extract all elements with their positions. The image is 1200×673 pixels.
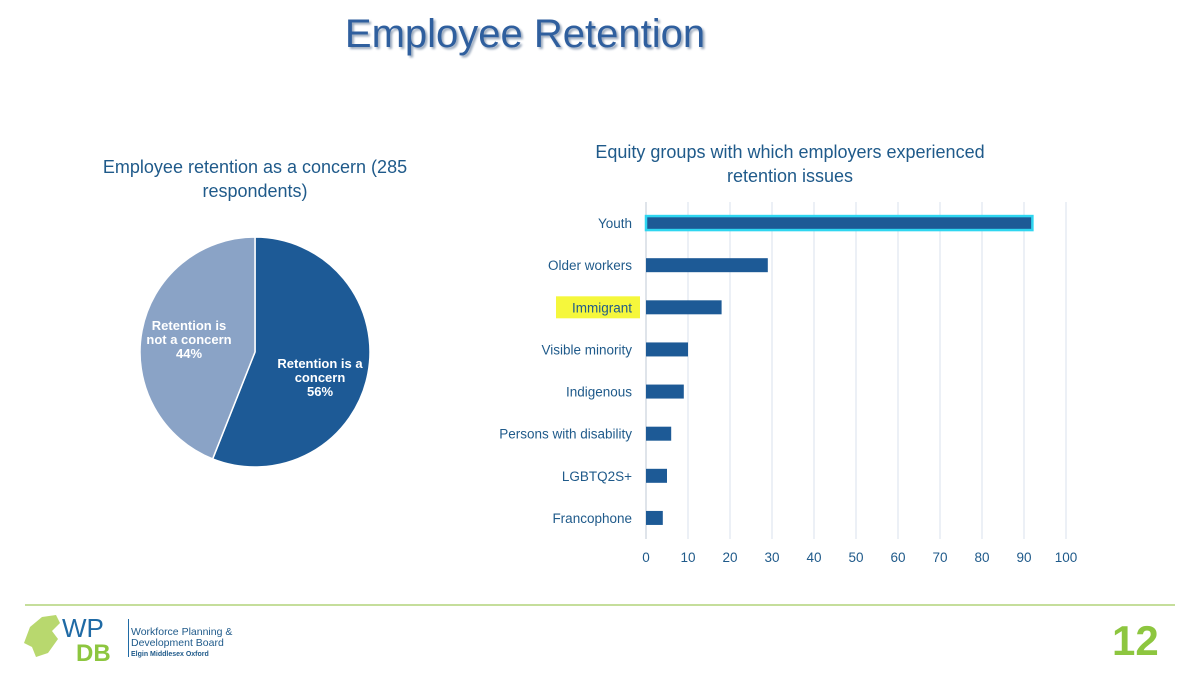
slide-title: Employee Retention xyxy=(344,12,706,56)
logo-line-2: Development Board xyxy=(131,637,224,649)
bar-chart-title: Equity groups with which employers exper… xyxy=(560,140,1020,188)
x-tick-label: 50 xyxy=(848,550,863,565)
logo-db-text: DB xyxy=(76,640,111,663)
bar xyxy=(646,384,684,399)
x-tick-label: 60 xyxy=(890,550,905,565)
pie-slice-label: concern xyxy=(295,370,346,385)
pie-slice-label: Retention is xyxy=(152,318,226,333)
logo-line-3: Elgin Middlesex Oxford xyxy=(131,651,209,658)
bar xyxy=(646,468,667,483)
pie-slice-label: 44% xyxy=(176,346,202,361)
category-label: Older workers xyxy=(548,258,632,273)
pie-slice-label: 56% xyxy=(307,384,333,399)
x-tick-label: 0 xyxy=(642,550,650,565)
category-label: LGBTQ2S+ xyxy=(562,469,632,484)
category-label: Visible minority xyxy=(541,342,632,357)
bar xyxy=(646,300,722,315)
category-label: Persons with disability xyxy=(499,427,632,442)
page-number: 12 xyxy=(1112,617,1159,664)
pie-slice-label: not a concern xyxy=(146,332,231,347)
pie-slice xyxy=(139,236,256,460)
logo-map-shape-icon xyxy=(24,615,60,657)
bar xyxy=(644,214,1034,232)
logo-line-1: Workforce Planning & xyxy=(131,626,233,638)
x-tick-label: 70 xyxy=(932,550,947,565)
pie-slice-label: Retention is a xyxy=(277,356,363,371)
bar-chart-title-line1: Equity groups with which employers exper… xyxy=(595,142,985,162)
x-tick-label: 90 xyxy=(1016,550,1031,565)
x-tick-label: 10 xyxy=(680,550,695,565)
logo-wp-text: WP xyxy=(62,613,104,643)
x-tick-label: 20 xyxy=(722,550,737,565)
category-label: Francophone xyxy=(552,511,632,526)
pie-chart-title-line2: respondents) xyxy=(202,181,308,201)
label-highlight xyxy=(556,296,640,319)
x-tick-label: 100 xyxy=(1055,550,1078,565)
category-label: Youth xyxy=(598,216,632,231)
bar xyxy=(646,258,768,273)
category-label: Indigenous xyxy=(566,385,632,400)
footer-divider xyxy=(25,604,1175,606)
pie-chart-title: Employee retention as a concern (285 res… xyxy=(90,155,420,203)
pie-chart-title-line1: Employee retention as a concern (285 xyxy=(102,157,408,177)
x-tick-label: 40 xyxy=(806,550,821,565)
bar xyxy=(646,342,688,357)
bar xyxy=(646,510,663,525)
bar-chart-title-line2: retention issues xyxy=(726,166,854,186)
pie-slice xyxy=(211,236,371,468)
logo-mark: WP DB xyxy=(24,613,129,663)
logo-text: Workforce Planning & Development Board E… xyxy=(131,627,232,660)
x-tick-label: 80 xyxy=(974,550,989,565)
category-label: Immigrant xyxy=(572,300,632,315)
x-tick-label: 30 xyxy=(764,550,779,565)
bar xyxy=(646,426,672,441)
